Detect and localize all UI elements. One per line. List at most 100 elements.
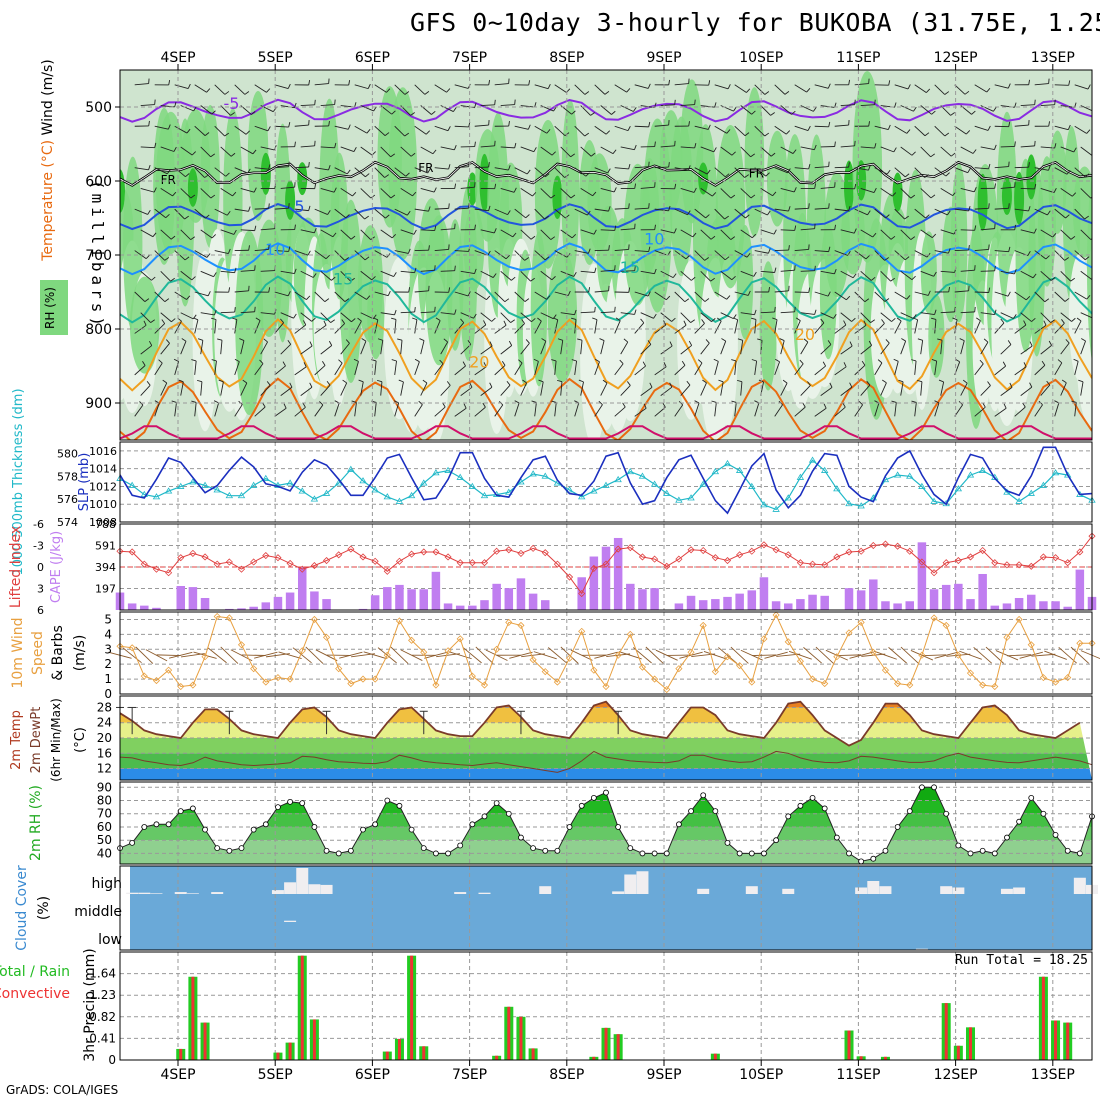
wind-barb	[774, 361, 781, 376]
wind-barb	[1040, 229, 1053, 238]
wind-barb	[854, 324, 867, 334]
wind-barb	[1060, 188, 1073, 197]
cloud-background	[130, 866, 1092, 950]
wind-barb	[334, 167, 348, 175]
data-point	[687, 648, 695, 656]
wind-barb	[740, 229, 753, 239]
data-point	[383, 493, 392, 500]
wind-barb	[828, 246, 831, 252]
legend-label: Temperature (°C) Wind (m/s)	[40, 59, 56, 262]
y-tick-label: 1.23	[89, 988, 116, 1002]
contour-label: 10	[265, 240, 285, 259]
wind-barb	[745, 214, 750, 219]
wind-barb	[873, 187, 877, 193]
wind-barb	[211, 359, 217, 362]
wind-barb	[380, 146, 392, 158]
wind-barb	[960, 311, 975, 314]
wind-barb	[508, 121, 510, 127]
data-point	[978, 466, 987, 473]
data-point	[274, 674, 282, 682]
wind-barb	[720, 312, 734, 320]
wind-barb	[414, 358, 420, 363]
wind-barb	[460, 270, 475, 275]
wind-barb	[1034, 99, 1036, 105]
wind-barb	[934, 402, 940, 417]
wind-barb	[571, 317, 577, 320]
wind-barb	[440, 228, 455, 231]
thickness-line	[119, 459, 1093, 511]
wind-barb	[779, 338, 785, 342]
wind-barb	[454, 322, 465, 334]
wind-barb	[1014, 269, 1017, 275]
wind-barb	[994, 407, 1007, 417]
precip-convective-bar	[385, 1051, 389, 1060]
wind-barb	[514, 400, 520, 404]
data-point	[930, 497, 938, 504]
wind-barb	[934, 250, 949, 254]
wind-barb	[600, 229, 615, 231]
data-point	[979, 847, 986, 854]
wind-barb	[398, 379, 404, 383]
wind-barb	[532, 192, 537, 197]
wind-barb	[234, 125, 247, 135]
data-point	[772, 505, 780, 512]
credit-text: GrADS: COLA/IGES	[6, 1083, 119, 1097]
wind-barb	[220, 646, 239, 664]
wind-barb	[240, 269, 255, 272]
wind-barb	[320, 187, 335, 193]
wind-barb	[420, 340, 425, 355]
wind-barb	[1054, 125, 1069, 131]
data-point	[773, 837, 779, 844]
wind-barb	[900, 105, 914, 112]
data-point	[408, 550, 416, 558]
wind-barb	[834, 166, 849, 169]
wind-barb	[700, 188, 713, 197]
cape-bar	[856, 590, 866, 610]
wind-barb	[140, 312, 151, 323]
wind-barb	[822, 361, 827, 367]
data-point	[250, 665, 258, 673]
wind-barb	[220, 381, 224, 396]
data-point	[299, 800, 306, 807]
wind-barb	[730, 194, 736, 199]
wind-barb	[414, 404, 423, 417]
data-point	[432, 681, 440, 689]
cape-bar	[383, 587, 392, 610]
wind-barb	[489, 341, 493, 347]
rh-saturated-area	[844, 160, 854, 213]
cape-bar	[966, 599, 975, 610]
wind-barb	[194, 84, 207, 93]
wind-barb	[1023, 362, 1027, 367]
wind-barb	[534, 250, 546, 261]
data-point	[821, 679, 829, 688]
precip-convective-bar	[1066, 1022, 1070, 1060]
wind-barb	[474, 102, 477, 108]
wind-barb	[214, 125, 226, 137]
wind-barb	[734, 360, 737, 375]
wind-barb	[524, 298, 530, 302]
wind-barb	[454, 250, 469, 252]
contour-label: FR	[161, 173, 176, 187]
cape-bar	[176, 585, 186, 610]
wind-barb	[669, 341, 673, 347]
wind-barb	[872, 232, 877, 238]
data-point	[286, 559, 294, 567]
data-point	[189, 478, 197, 485]
wind-barb	[554, 291, 569, 297]
wind-barb	[494, 167, 509, 171]
wind-barb	[160, 270, 171, 282]
cape-bar	[127, 603, 137, 610]
wind-barb	[868, 121, 870, 127]
wind-barb	[680, 229, 694, 238]
wind-barb	[900, 270, 913, 281]
precip-convective-bar	[956, 1045, 960, 1060]
data-point	[869, 541, 877, 550]
wind-barb	[885, 214, 890, 219]
wind-barb	[700, 342, 710, 355]
wind-barb	[207, 647, 227, 664]
wind-barb	[730, 646, 749, 664]
wind-barb	[354, 84, 369, 90]
wind-barb	[851, 317, 856, 322]
wind-barb	[307, 250, 311, 256]
